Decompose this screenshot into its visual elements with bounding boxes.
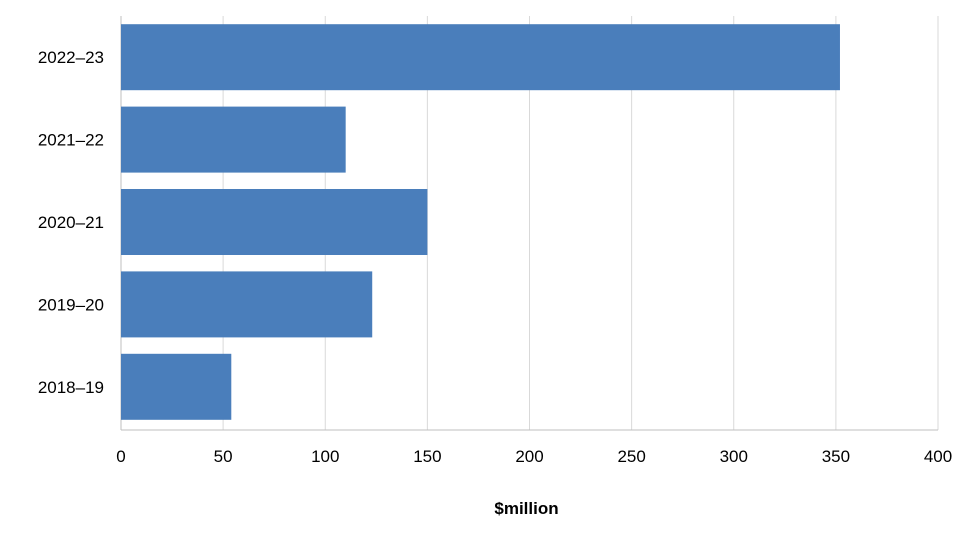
x-tick-label: 150 [413, 447, 441, 466]
bar [121, 353, 232, 420]
bars [121, 24, 840, 420]
y-tick-label: 2018–19 [38, 378, 104, 397]
bar [121, 271, 373, 338]
bar [121, 106, 346, 173]
x-tick-label: 0 [116, 447, 125, 466]
x-tick-label: 100 [311, 447, 339, 466]
y-tick-label: 2021–22 [38, 131, 104, 150]
y-tick-label: 2019–20 [38, 295, 104, 314]
x-tick-label: 400 [924, 447, 952, 466]
x-tick-label: 350 [822, 447, 850, 466]
x-axis-labels: 0 50 100 150 200 250 300 350 400 [116, 447, 952, 466]
x-tick-label: 50 [214, 447, 233, 466]
bar [121, 24, 840, 91]
x-tick-label: 250 [617, 447, 645, 466]
x-tick-label: 300 [720, 447, 748, 466]
y-axis-labels: 2022–23 2021–22 2020–21 2019–20 2018–19 [38, 48, 104, 397]
y-tick-label: 2022–23 [38, 48, 104, 67]
x-tick-label: 200 [515, 447, 543, 466]
bar [121, 189, 428, 255]
x-axis-title: $million [494, 499, 558, 518]
y-tick-label: 2020–21 [38, 213, 104, 232]
